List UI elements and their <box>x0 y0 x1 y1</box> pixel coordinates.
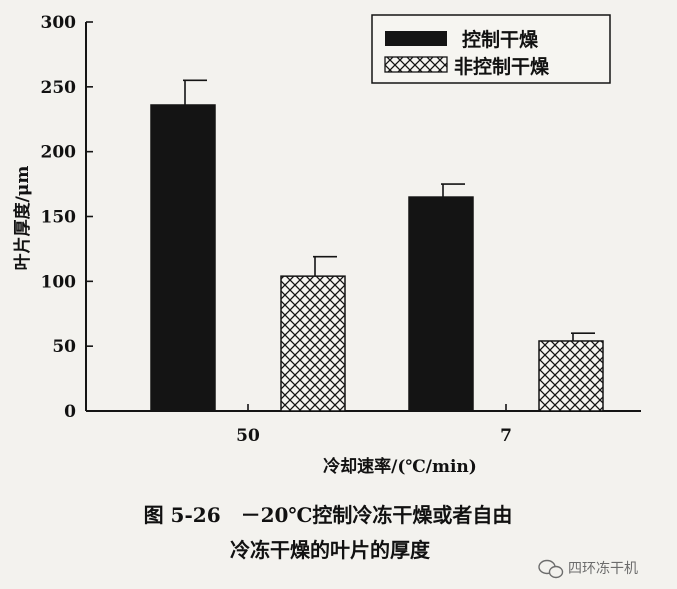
y-axis-ticks: 0 50 100 150 200 250 300 <box>41 13 93 422</box>
error-bars <box>183 79 595 341</box>
y-tick-label: 50 <box>52 337 76 357</box>
bar-controlled-7 <box>408 196 474 412</box>
y-tick-label: 100 <box>41 272 77 292</box>
x-axis-label: 冷却速率/(℃/min) <box>323 456 477 477</box>
y-tick-label: 150 <box>41 208 77 228</box>
bar-controlled-50 <box>150 104 216 412</box>
watermark: 四环冻干机 <box>538 559 638 579</box>
bar-uncontrolled-50 <box>280 275 346 412</box>
bar-uncontrolled-7 <box>538 340 604 412</box>
y-axis-label: 叶片厚度/μm <box>12 166 33 271</box>
legend-label-controlled: 控制干燥 <box>462 28 539 51</box>
y-tick-label: 200 <box>41 143 77 163</box>
legend-swatch-uncontrolled <box>384 56 448 73</box>
legend-label-uncontrolled: 非控制干燥 <box>454 55 550 78</box>
watermark-text: 四环冻干机 <box>568 560 638 577</box>
x-axis-ticks: 50 7 <box>236 404 512 446</box>
figure-caption-line-1: 图 5-26 －20℃控制冷冻干燥或者自由 <box>144 503 513 527</box>
legend: 控制干燥 非控制干燥 <box>371 14 611 84</box>
x-tick-label: 50 <box>236 426 260 446</box>
figure-caption-line-2: 冷冻干燥的叶片的厚度 <box>230 538 431 562</box>
x-tick-label: 7 <box>500 426 512 446</box>
y-tick-label: 250 <box>41 78 77 98</box>
wechat-icon <box>538 559 564 579</box>
legend-swatch-controlled <box>385 31 447 46</box>
y-tick-label: 0 <box>64 402 76 422</box>
y-tick-label: 300 <box>41 13 77 33</box>
bars <box>150 104 604 412</box>
